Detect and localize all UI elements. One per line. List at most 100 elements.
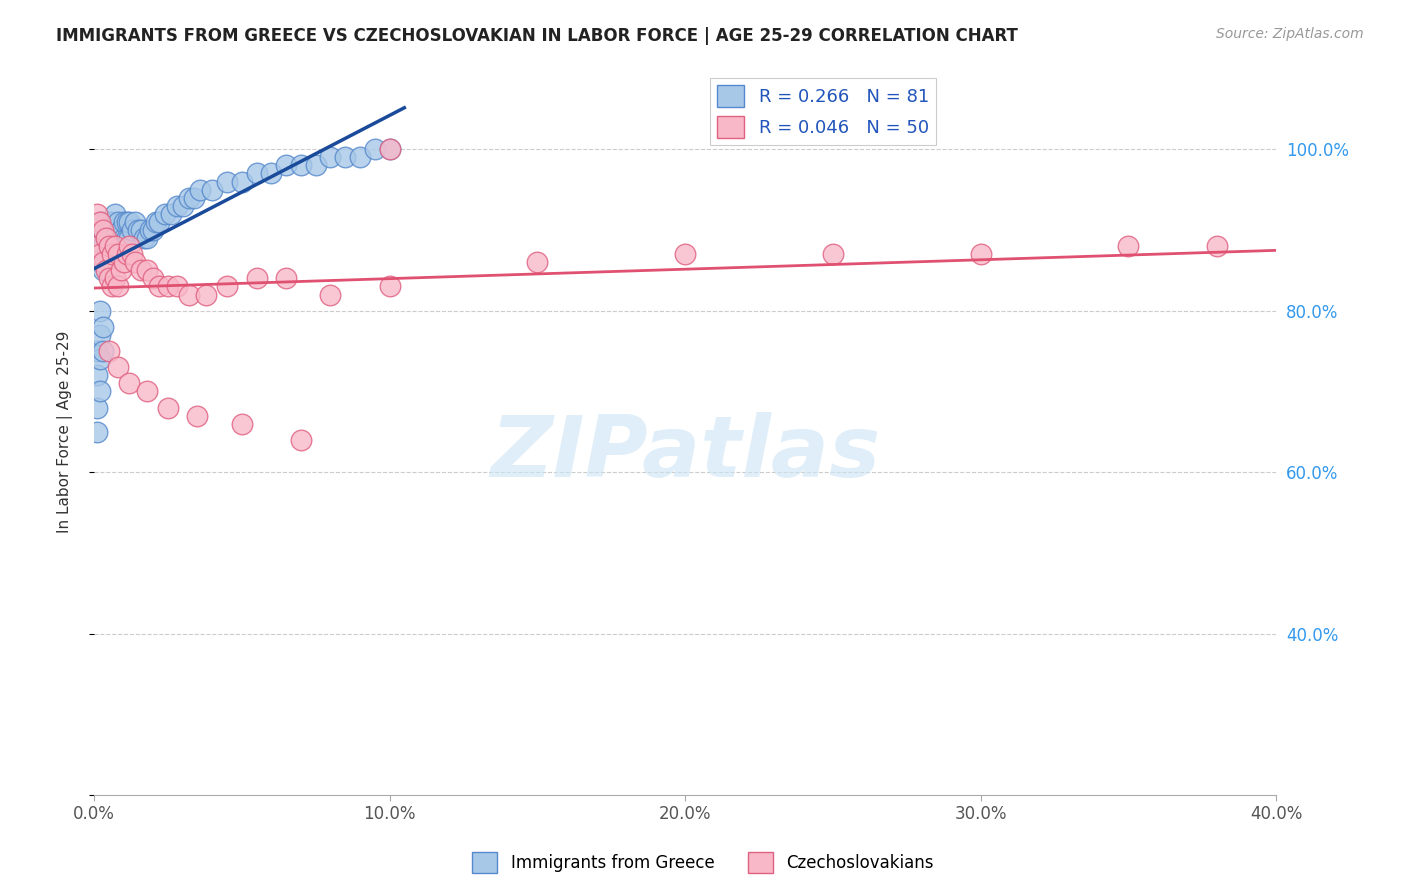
Point (89, 215, 111, 229)
Point (195, 287, 218, 301)
Point (349, 150, 371, 164)
Point (177, 287, 200, 301)
Point (156, 279, 179, 293)
Point (190, 183, 212, 197)
Point (136, 384, 159, 399)
Point (89, 327, 111, 342)
Point (89, 303, 111, 318)
Point (121, 247, 143, 261)
Point (86, 344, 108, 359)
Point (91, 215, 114, 229)
Point (134, 231, 156, 245)
Point (91, 255, 114, 269)
Point (104, 271, 127, 285)
Point (94, 215, 117, 229)
Point (97, 271, 120, 285)
Point (89, 255, 111, 269)
Point (97, 344, 120, 359)
Point (127, 223, 149, 237)
Point (201, 183, 224, 197)
Point (89, 247, 111, 261)
Point (118, 376, 141, 391)
Point (104, 247, 127, 261)
Point (94, 231, 117, 245)
Point (969, 247, 991, 261)
Point (94, 263, 117, 277)
Point (91, 344, 114, 359)
Point (290, 433, 312, 447)
Point (89, 384, 111, 399)
Point (104, 207, 127, 221)
Point (319, 150, 342, 164)
Point (1206, 239, 1229, 253)
Point (136, 263, 159, 277)
Point (112, 247, 135, 261)
Point (274, 271, 297, 285)
Point (124, 255, 146, 269)
Point (245, 271, 267, 285)
Point (142, 223, 165, 237)
Point (378, 142, 401, 156)
Point (231, 175, 253, 189)
Point (91, 247, 114, 261)
Point (89, 223, 111, 237)
Point (86, 368, 108, 383)
Point (335, 150, 357, 164)
Point (148, 279, 170, 293)
Y-axis label: In Labor Force | Age 25-29: In Labor Force | Age 25-29 (58, 331, 73, 533)
Point (89, 247, 111, 261)
Point (107, 231, 129, 245)
Point (94, 247, 117, 261)
Point (124, 215, 146, 229)
Point (91, 263, 114, 277)
Point (136, 231, 159, 245)
Point (107, 215, 129, 229)
Point (142, 271, 165, 285)
Point (86, 239, 108, 253)
Point (245, 166, 267, 180)
Point (166, 279, 188, 293)
Point (86, 247, 108, 261)
Point (160, 207, 183, 221)
Point (153, 207, 176, 221)
Point (86, 207, 108, 221)
Point (215, 279, 238, 293)
Point (231, 417, 253, 431)
Point (91, 223, 114, 237)
Point (100, 255, 122, 269)
Point (378, 279, 401, 293)
Point (186, 409, 208, 423)
Point (94, 255, 117, 269)
Point (104, 231, 127, 245)
Point (110, 263, 132, 277)
Text: IMMIGRANTS FROM GREECE VS CZECHOSLOVAKIAN IN LABOR FORCE | AGE 25-29 CORRELATION: IMMIGRANTS FROM GREECE VS CZECHOSLOVAKIA… (56, 27, 1018, 45)
Point (100, 215, 122, 229)
Point (319, 287, 342, 301)
Point (107, 279, 129, 293)
Point (364, 142, 387, 156)
Point (215, 175, 238, 189)
Point (100, 247, 122, 261)
Point (91, 255, 114, 269)
Point (89, 215, 111, 229)
Point (89, 352, 111, 367)
Point (86, 223, 108, 237)
Point (526, 255, 548, 269)
Point (378, 142, 401, 156)
Point (97, 231, 120, 245)
Point (107, 247, 129, 261)
Point (148, 215, 170, 229)
Point (145, 215, 167, 229)
Point (112, 215, 135, 229)
Point (115, 215, 138, 229)
Point (118, 239, 141, 253)
Point (129, 263, 152, 277)
Point (110, 239, 132, 253)
Legend: R = 0.266   N = 81, R = 0.046   N = 50: R = 0.266 N = 81, R = 0.046 N = 50 (710, 78, 936, 145)
Point (112, 255, 135, 269)
Point (91, 239, 114, 253)
Point (86, 231, 108, 245)
Point (97, 215, 120, 229)
Point (156, 401, 179, 415)
Text: ZIPatlas: ZIPatlas (489, 412, 880, 495)
